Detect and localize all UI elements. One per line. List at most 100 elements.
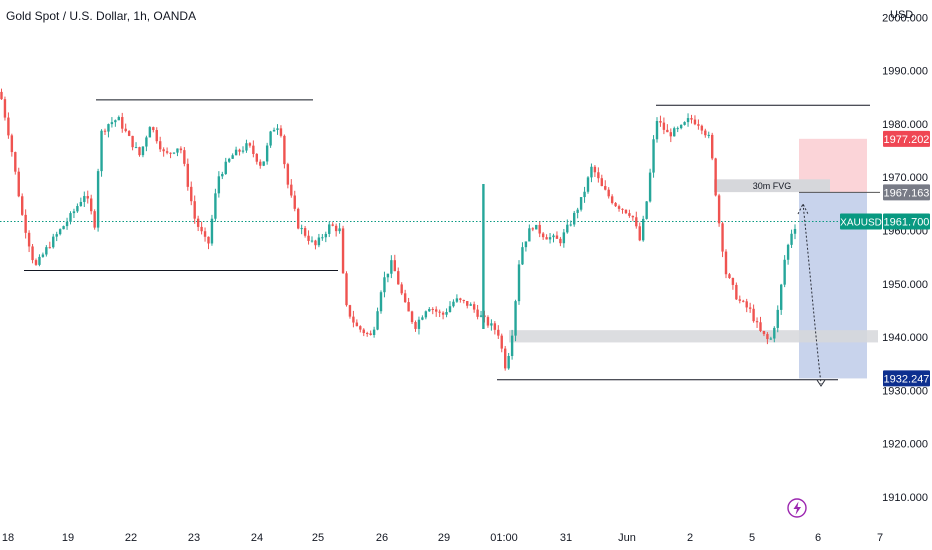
candle — [279, 128, 283, 136]
x-tick-label: 29 — [438, 532, 450, 544]
candle — [521, 247, 524, 265]
candle — [203, 231, 207, 237]
candle — [293, 195, 296, 209]
candle — [590, 166, 593, 178]
candle — [645, 201, 648, 219]
candle — [748, 307, 752, 309]
x-tick-label: 25 — [312, 532, 324, 544]
candle — [690, 118, 693, 120]
y-tick-label: 1940.000 — [882, 332, 928, 344]
candle — [600, 178, 603, 187]
candle — [593, 166, 597, 173]
y-tick-label: 1980.000 — [882, 119, 928, 131]
candle — [780, 284, 783, 310]
candle — [455, 298, 459, 302]
stop-price-tag-text: 1977.202 — [884, 134, 930, 146]
candle — [0, 91, 3, 100]
candle — [655, 120, 659, 140]
candle — [486, 317, 490, 326]
projection-arrow-head — [816, 379, 826, 387]
x-tick-label: 6 — [815, 532, 821, 544]
candle — [238, 149, 241, 152]
candle — [610, 196, 614, 203]
candle — [307, 235, 310, 241]
candle — [562, 232, 566, 244]
candle — [179, 148, 183, 151]
candle — [24, 214, 27, 233]
candle — [348, 305, 352, 317]
candle — [552, 235, 555, 238]
candle — [731, 278, 735, 285]
candle — [110, 122, 114, 125]
candle — [31, 246, 34, 261]
stop-price-tag-bg — [883, 130, 930, 147]
candle — [176, 148, 179, 153]
candle — [721, 223, 724, 252]
candle — [183, 150, 186, 164]
candle — [58, 229, 62, 235]
stop-price-tag: 1977.202 — [883, 130, 930, 147]
candle — [648, 172, 652, 202]
candle — [621, 208, 624, 210]
candle — [476, 309, 479, 317]
candle — [366, 333, 369, 335]
candle — [728, 274, 731, 279]
candle — [742, 300, 745, 302]
candle — [172, 152, 176, 154]
time-axis[interactable]: 18 19 22 23 24 25 26 29 01:00 31 Jun 2 5 6 7 — [2, 532, 883, 544]
candle — [352, 316, 355, 323]
candle — [507, 355, 510, 369]
candle — [383, 277, 386, 293]
candle — [535, 224, 538, 230]
candle — [34, 260, 38, 265]
candle — [10, 135, 14, 153]
candle — [62, 226, 65, 230]
candle — [421, 317, 424, 320]
candle — [714, 158, 717, 196]
candle — [762, 330, 766, 335]
candle — [93, 211, 96, 228]
price-axis[interactable]: 1910.000 1920.000 1930.000 1940.000 1950.000… — [882, 12, 928, 504]
candle — [83, 196, 86, 202]
last-price-tag: 1961.700 — [883, 213, 930, 230]
candle — [359, 326, 362, 330]
projection-arrow — [802, 203, 822, 385]
candle — [127, 131, 131, 136]
candle — [490, 323, 493, 326]
y-tick-label: 1920.000 — [882, 439, 928, 451]
symbol-tag-bg — [840, 213, 882, 230]
candle — [773, 327, 776, 339]
candle — [566, 224, 569, 233]
candle — [642, 218, 645, 241]
candle — [573, 212, 576, 225]
candle — [786, 244, 790, 260]
candle — [452, 301, 455, 307]
candle — [745, 301, 748, 308]
candle — [186, 163, 189, 187]
candle — [324, 233, 327, 238]
currency-label[interactable]: USD — [890, 9, 914, 21]
candle — [700, 125, 704, 131]
y-tick-label: 2000.000 — [882, 12, 928, 24]
candle — [445, 312, 448, 315]
candle — [528, 228, 531, 242]
zones-layer — [509, 138, 878, 379]
candle — [196, 218, 200, 227]
lightning-bolt-icon[interactable] — [787, 498, 807, 518]
symbol-tag-text: XAUUSD — [840, 217, 882, 228]
candle — [652, 139, 655, 173]
candle — [759, 322, 762, 331]
candle — [583, 191, 586, 198]
x-tick-label: 5 — [749, 532, 755, 544]
candle — [441, 312, 445, 315]
target-price-tag: 1932.247 — [883, 370, 930, 387]
candle — [114, 120, 117, 123]
candle — [559, 238, 562, 244]
candle — [145, 137, 148, 147]
candle — [69, 213, 72, 222]
candle — [169, 152, 172, 154]
candle — [317, 237, 321, 246]
candle — [379, 292, 383, 312]
